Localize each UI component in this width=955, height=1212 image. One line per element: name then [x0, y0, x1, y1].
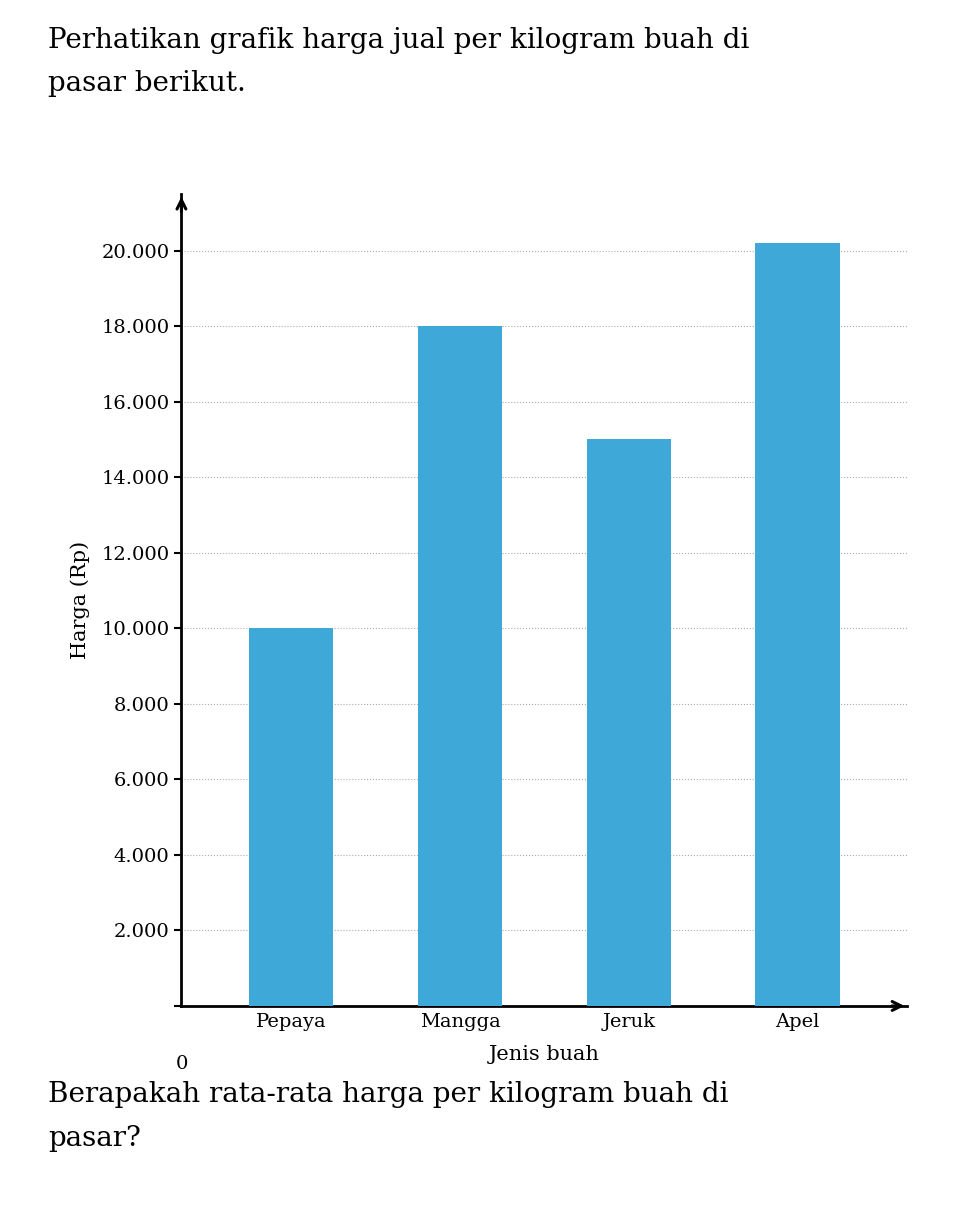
- Bar: [755, 244, 839, 1006]
- Text: pasar?: pasar?: [48, 1125, 140, 1151]
- X-axis label: Jenis buah: Jenis buah: [489, 1045, 600, 1064]
- Text: Perhatikan grafik harga jual per kilogram buah di: Perhatikan grafik harga jual per kilogra…: [48, 27, 749, 53]
- Text: Berapakah rata-rata harga per kilogram buah di: Berapakah rata-rata harga per kilogram b…: [48, 1081, 729, 1108]
- Bar: [249, 628, 333, 1006]
- Text: pasar berikut.: pasar berikut.: [48, 70, 245, 97]
- Bar: [586, 440, 671, 1006]
- Bar: [417, 326, 502, 1006]
- Text: 0: 0: [176, 1056, 187, 1073]
- Y-axis label: Harga (Rp): Harga (Rp): [71, 541, 91, 659]
